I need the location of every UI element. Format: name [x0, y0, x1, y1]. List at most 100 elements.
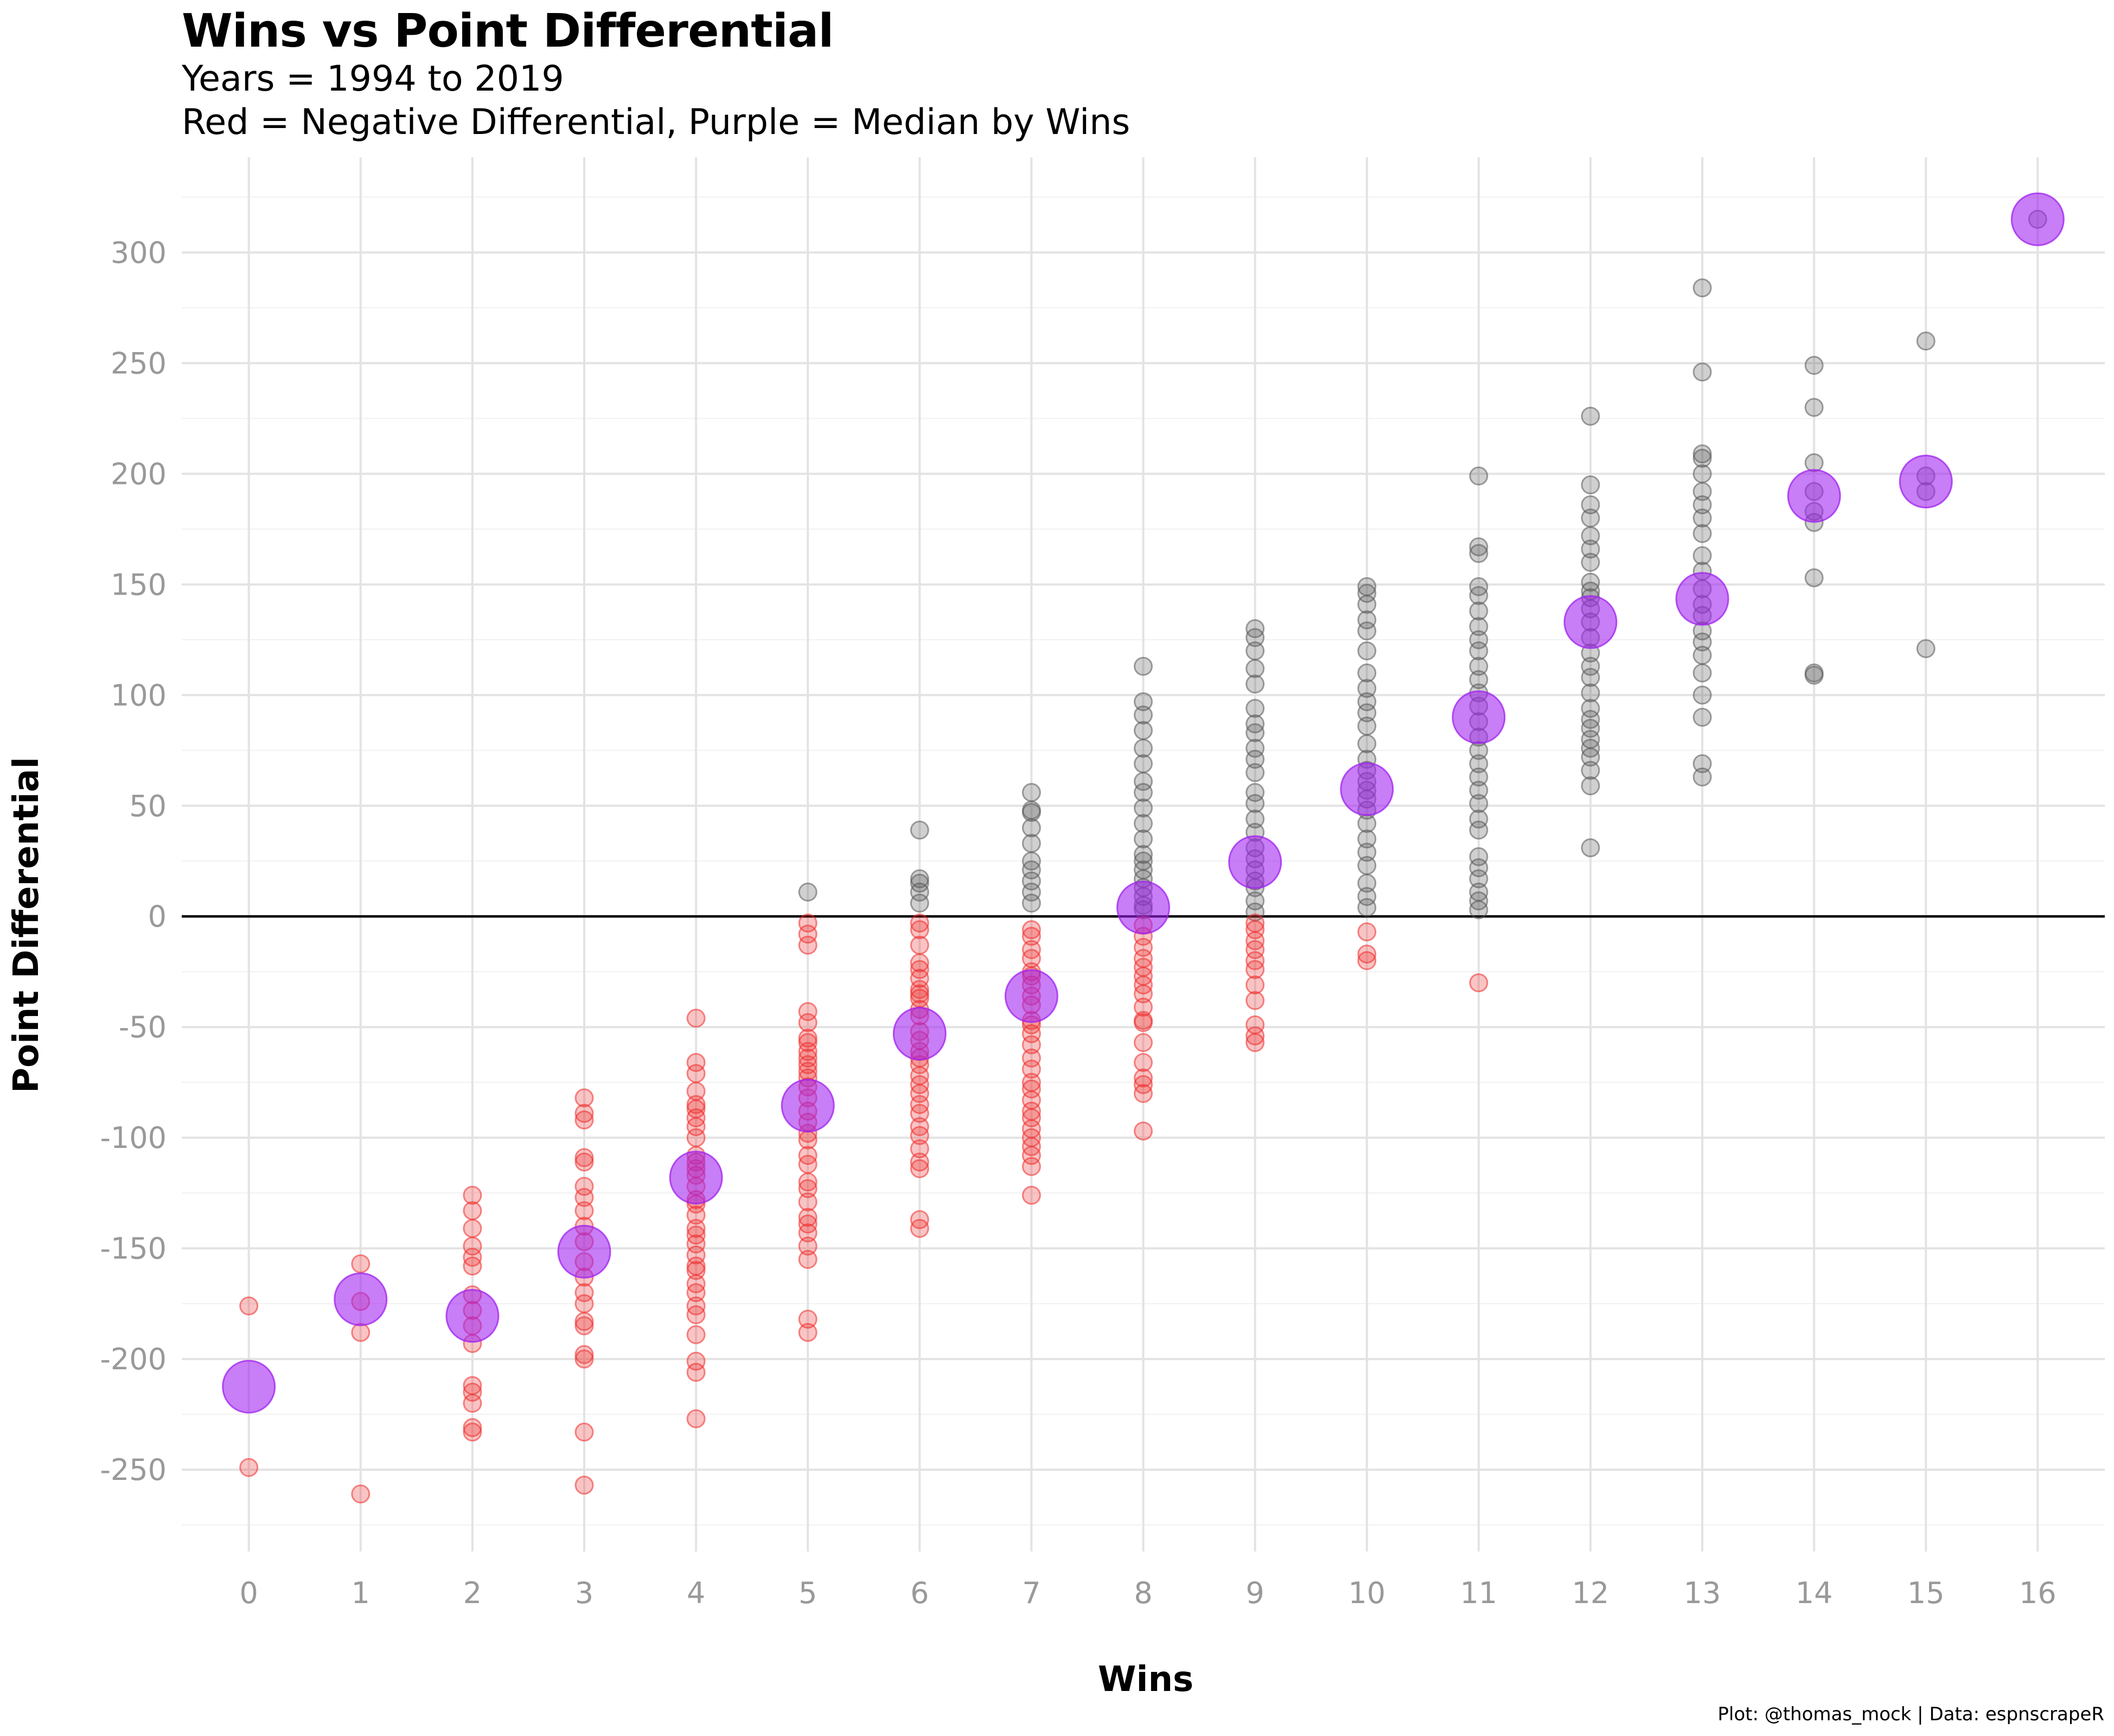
- data-point: [1357, 734, 1377, 754]
- data-point: [686, 1128, 706, 1147]
- data-point: [1357, 944, 1377, 964]
- data-point: [1693, 663, 1712, 682]
- x-tick-label: 16: [2019, 1576, 2056, 1610]
- data-point: [910, 1152, 929, 1172]
- data-point: [1581, 508, 1600, 528]
- x-tick-label: 0: [239, 1576, 258, 1610]
- y-tick-label: -50: [119, 1010, 167, 1044]
- median-point: [445, 1289, 500, 1343]
- data-point: [1916, 639, 1936, 659]
- data-point: [1469, 900, 1489, 920]
- data-point: [574, 1349, 594, 1369]
- x-tick-label: 1: [352, 1576, 370, 1610]
- median-point: [1899, 455, 1953, 509]
- data-point: [910, 1139, 929, 1159]
- x-tick-label: 3: [575, 1576, 593, 1610]
- data-point: [574, 1294, 594, 1313]
- data-point: [798, 1236, 818, 1256]
- data-point: [1357, 703, 1377, 723]
- median-point: [557, 1224, 611, 1279]
- y-tick-label: 100: [111, 678, 167, 712]
- data-point: [1246, 674, 1265, 694]
- data-point: [910, 935, 929, 955]
- data-point: [1246, 641, 1265, 661]
- data-point: [910, 820, 929, 840]
- data-point: [1581, 748, 1600, 767]
- data-point: [1134, 1052, 1153, 1072]
- data-point: [1693, 278, 1712, 298]
- data-point: [1246, 809, 1265, 829]
- data-point: [1246, 699, 1265, 718]
- data-point: [1246, 1026, 1265, 1046]
- data-point: [1021, 1157, 1041, 1176]
- data-point: [463, 1418, 482, 1438]
- data-point: [1804, 568, 1824, 588]
- data-point: [1021, 783, 1041, 802]
- data-point: [798, 1055, 818, 1075]
- data-point: [351, 1323, 371, 1342]
- data-point: [574, 1422, 594, 1442]
- median-point: [1787, 469, 1841, 523]
- data-point: [1021, 1060, 1041, 1079]
- data-point: [574, 1088, 594, 1108]
- data-point: [574, 1152, 594, 1172]
- data-point: [686, 1305, 706, 1325]
- y-tick-label: 200: [111, 457, 167, 491]
- data-point: [463, 1394, 482, 1413]
- data-point: [1357, 641, 1377, 661]
- data-point: [1581, 553, 1600, 572]
- data-point: [686, 1325, 706, 1344]
- data-point: [463, 1218, 482, 1238]
- data-point: [1246, 723, 1265, 743]
- data-point: [798, 1013, 818, 1032]
- data-point: [798, 1208, 818, 1227]
- data-point: [686, 1218, 706, 1238]
- data-point: [1693, 546, 1712, 565]
- data-point: [798, 935, 818, 955]
- data-point: [1134, 829, 1153, 848]
- data-point: [798, 1042, 818, 1061]
- data-point: [1357, 716, 1377, 736]
- data-point: [1693, 464, 1712, 483]
- data-point: [798, 1323, 818, 1342]
- data-point: [1134, 721, 1153, 741]
- data-point: [686, 1064, 706, 1083]
- x-tick-label: 14: [1796, 1576, 1833, 1610]
- data-point: [1804, 355, 1824, 375]
- y-tick-label: 250: [111, 346, 167, 380]
- data-point: [1357, 595, 1377, 614]
- data-point: [1021, 818, 1041, 838]
- data-point: [463, 1201, 482, 1221]
- data-point: [351, 1484, 371, 1504]
- data-point: [798, 1179, 818, 1198]
- data-point: [1581, 526, 1600, 546]
- data-point: [1581, 683, 1600, 703]
- median-point: [781, 1078, 835, 1133]
- data-point: [1134, 1068, 1153, 1088]
- data-point: [1134, 798, 1153, 818]
- data-point: [1469, 656, 1489, 676]
- data-point: [910, 920, 929, 940]
- data-point: [1357, 951, 1377, 971]
- data-point: [798, 1048, 818, 1068]
- median-point: [1004, 969, 1058, 1023]
- data-point: [574, 1201, 594, 1221]
- median-point: [1675, 572, 1729, 626]
- data-point: [1134, 984, 1153, 1004]
- x-axis-ticks: 0 1 2 3 4 5 6 7 8 9 10 11 12 13 14 15 16: [239, 1576, 2056, 1610]
- data-point: [798, 1250, 818, 1269]
- data-point: [1581, 776, 1600, 796]
- data-point: [1469, 537, 1489, 557]
- data-point: [1469, 617, 1489, 636]
- x-tick-label: 11: [1460, 1576, 1497, 1610]
- data-point: [798, 1172, 818, 1192]
- data-point: [1916, 331, 1936, 351]
- data-point: [1469, 544, 1489, 563]
- x-tick-label: 15: [1907, 1576, 1945, 1610]
- median-point: [1116, 880, 1170, 935]
- data-point: [1357, 856, 1377, 875]
- data-point: [1357, 621, 1377, 641]
- data-point: [1021, 920, 1041, 940]
- data-point: [1581, 539, 1600, 559]
